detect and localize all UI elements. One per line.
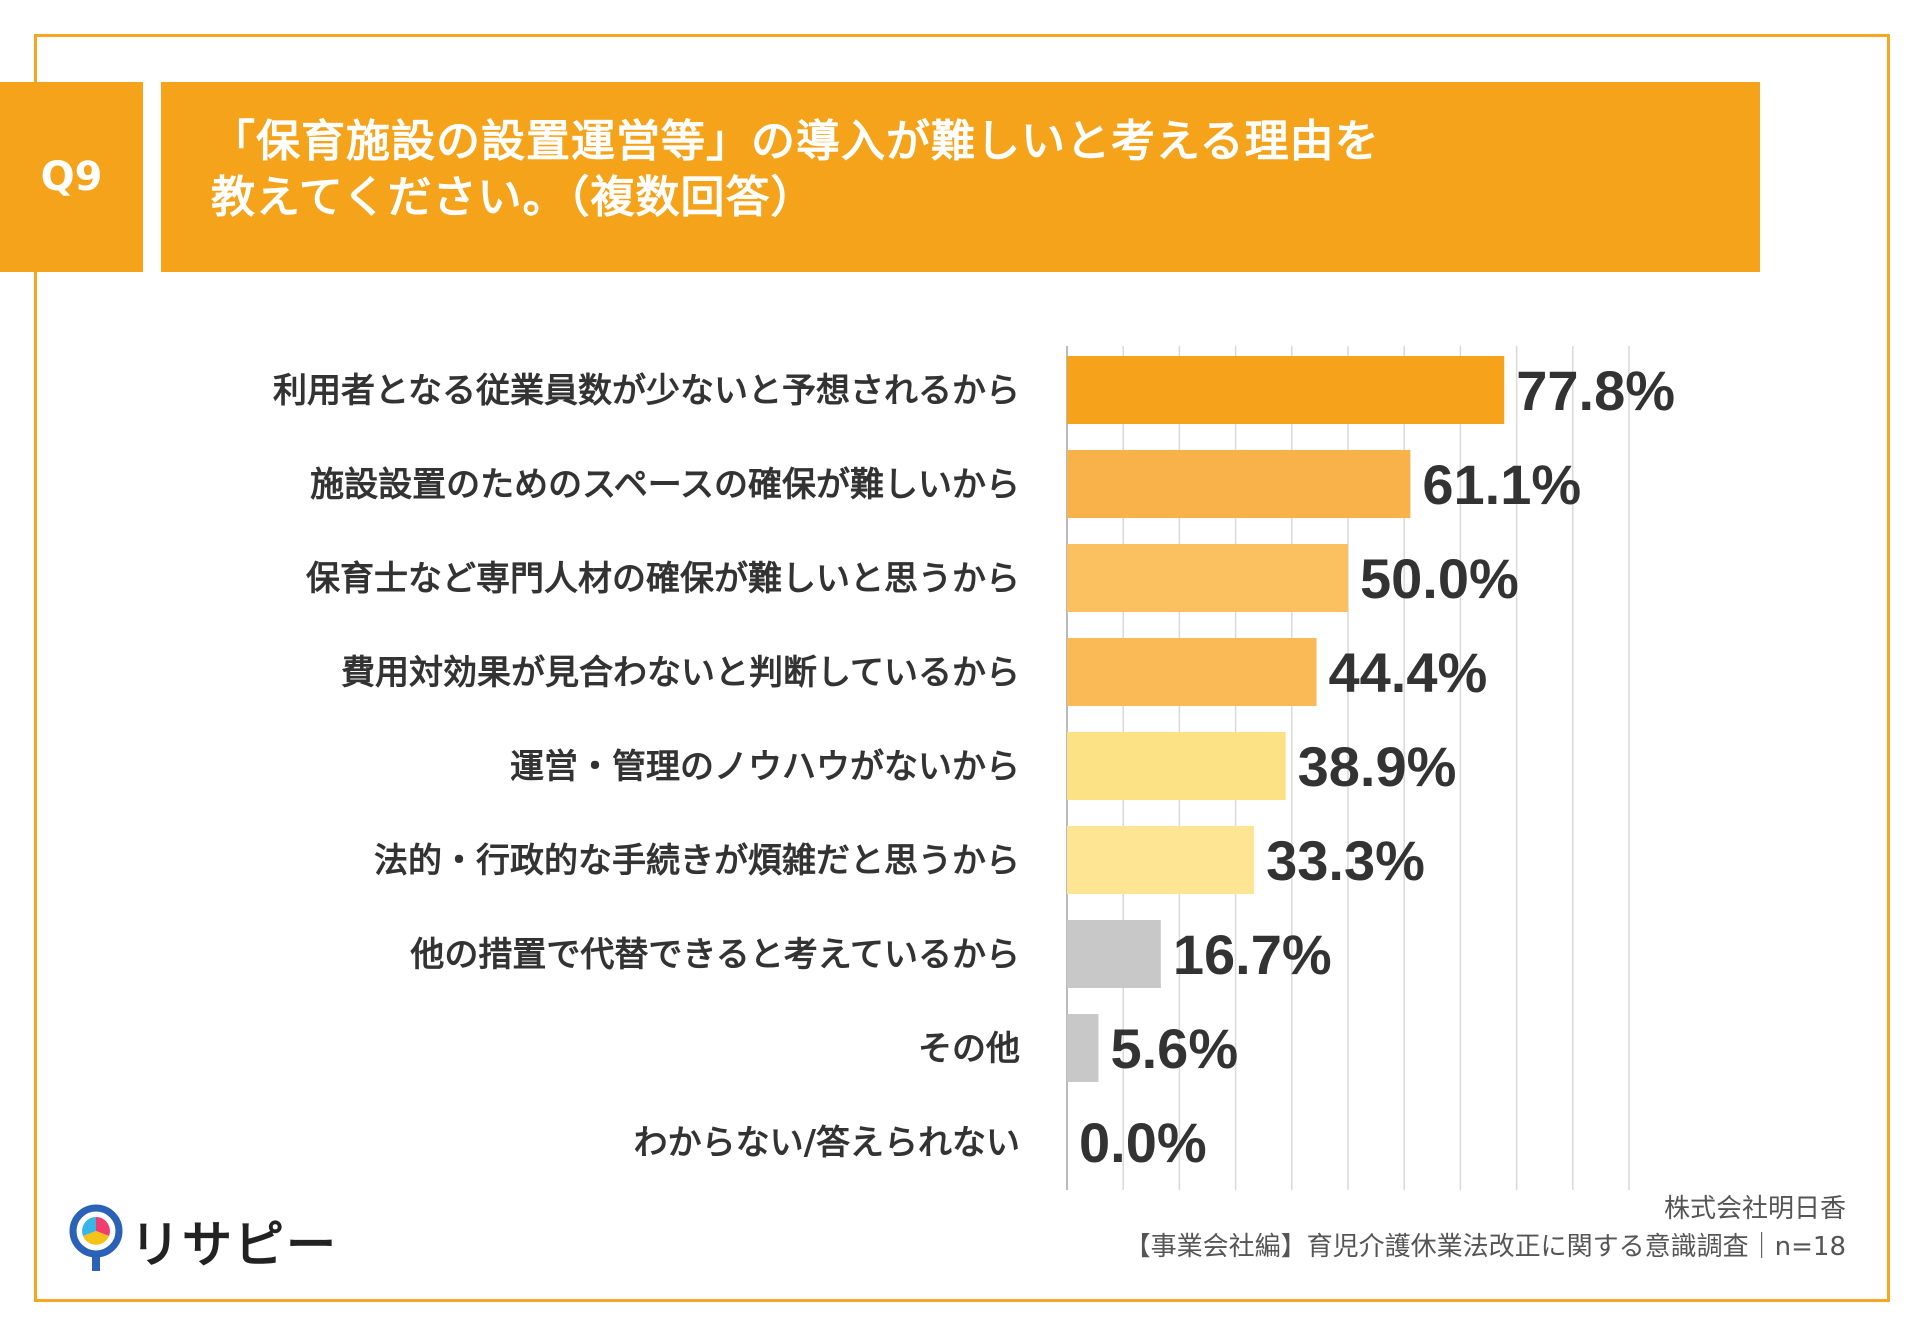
bar [1067, 356, 1505, 424]
category-label: 保育士など専門人材の確保が難しいと思うから [306, 559, 1020, 599]
label-layer: 利用者となる従業員数が少ないと予想されるから 77.8% 施設設置のためのスペースの… [273, 359, 1675, 1174]
category-label: 法的・行政的な手続きが煩雑だと思うから [374, 841, 1020, 881]
title-line-1: 「保育施設の設置運営等」の導入が難しいと考える理由を [211, 116, 1380, 167]
value-label: 16.7% [1173, 923, 1332, 986]
logo-text: リサピー [130, 1216, 338, 1274]
value-label: 33.3% [1266, 829, 1425, 892]
value-label: 0.0% [1079, 1111, 1207, 1174]
logo-pin-icon [69, 1204, 123, 1271]
bar [1067, 732, 1286, 800]
category-label: わからない/答えられない [634, 1123, 1020, 1163]
title-banner: 「保育施設の設置運営等」の導入が難しいと考える理由を 教えてください。（複数回答… [161, 82, 1760, 272]
value-label: 44.4% [1329, 641, 1488, 704]
bar-layer [1067, 356, 1505, 1082]
risapy-logo: リサピー [68, 1203, 336, 1274]
category-label: その他 [918, 1029, 1020, 1069]
value-label: 38.9% [1298, 735, 1457, 798]
value-label: 61.1% [1422, 453, 1581, 516]
footer-company: 株式会社明日香 [1663, 1194, 1846, 1224]
bar [1067, 638, 1317, 706]
category-label: 施設設置のためのスペースの確保が難しいから [310, 465, 1020, 505]
footer: 株式会社明日香 【事業会社編】育児介護休業法改正に関する意識調査｜n=18 [1125, 1190, 1846, 1266]
title-line-2: 教えてください。（複数回答） [211, 172, 816, 223]
bar [1067, 544, 1348, 612]
frame-border [34, 34, 1890, 1302]
value-label: 5.6% [1110, 1017, 1238, 1080]
bar [1067, 826, 1255, 894]
category-label: 他の措置で代替できると考えているから [409, 935, 1020, 975]
question-number-badge: Q9 [0, 82, 143, 272]
category-label: 費用対効果が見合わないと判断しているから [341, 653, 1020, 693]
footer-survey-info: 【事業会社編】育児介護休業法改正に関する意識調査｜n=18 [1124, 1232, 1846, 1262]
bar [1067, 920, 1161, 988]
bar [1067, 1014, 1099, 1082]
bar [1067, 450, 1411, 518]
category-label: 運営・管理のノウハウがないから [510, 747, 1020, 787]
category-label: 利用者となる従業員数が少ないと予想されるから [273, 371, 1020, 411]
value-label: 50.0% [1360, 547, 1519, 610]
value-label: 77.8% [1516, 359, 1675, 422]
